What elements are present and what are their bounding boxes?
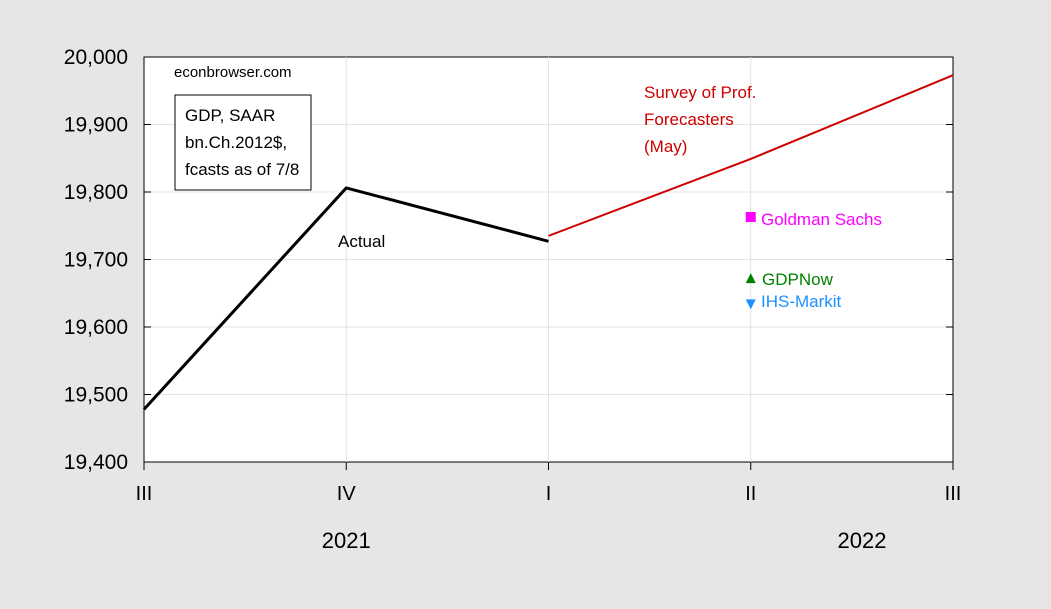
- series-line-actual: [142, 186, 549, 411]
- y-tick-label: 19,500: [64, 384, 128, 407]
- series: [142, 74, 954, 411]
- y-tick-label: 19,900: [64, 114, 128, 137]
- legend-box-line: fcasts as of 7/8: [185, 160, 299, 179]
- x-tick-label: II: [745, 483, 756, 505]
- y-tick-label: 20,000: [64, 46, 128, 69]
- label-ihs-markit: IHS-Markit: [761, 292, 842, 311]
- series-line-survey-of-prof-forecasters-may-: [548, 74, 954, 237]
- x-tick-label: IV: [337, 483, 357, 505]
- label-spf: Survey of Prof.: [644, 83, 756, 102]
- x-tick-label: I: [546, 483, 552, 505]
- x-tick-label: III: [945, 483, 962, 505]
- year-label: 2021: [322, 528, 371, 553]
- legend-box-line: bn.Ch.2012$,: [185, 133, 287, 152]
- legend-box: [174, 94, 312, 191]
- legend-box-line: GDP, SAAR: [185, 106, 275, 125]
- x-tick-label: III: [136, 483, 153, 505]
- marker-ihs-markit: [745, 299, 756, 310]
- watermark: econbrowser.com: [174, 64, 292, 81]
- y-tick-label: 19,600: [64, 316, 128, 339]
- y-tick-label: 19,400: [64, 451, 128, 474]
- label-actual: Actual: [338, 232, 385, 251]
- marker-goldman-sachs: [745, 211, 756, 222]
- label-gdpnow: GDPNow: [762, 270, 834, 289]
- marker-gdpnow: [745, 273, 756, 284]
- axes: 19,400 19,500 19,600 19,700 19,800 19,900 20,0…: [64, 46, 962, 553]
- y-tick-label: 19,800: [64, 181, 128, 204]
- label-goldman-sachs: Goldman Sachs: [761, 210, 882, 229]
- label-spf: Forecasters: [644, 110, 734, 129]
- year-label: 2022: [838, 528, 887, 553]
- y-tick-label: 19,700: [64, 249, 128, 272]
- annotations: econbrowser.com GDP, SAAR bn.Ch.2012$, fcas…: [174, 64, 882, 311]
- label-spf: (May): [644, 137, 687, 156]
